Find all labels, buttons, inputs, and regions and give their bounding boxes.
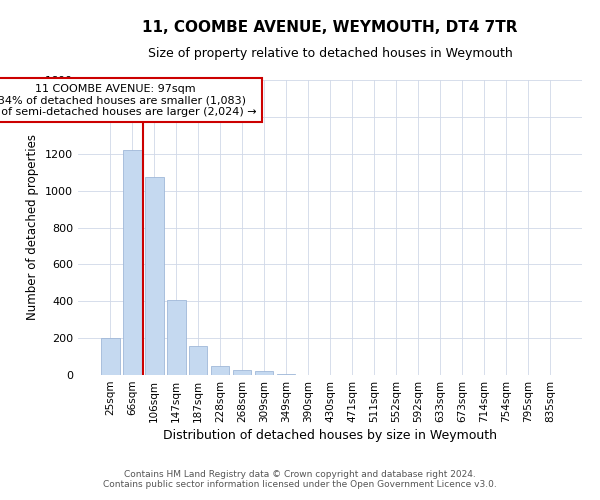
Bar <box>123 150 142 375</box>
Text: Contains public sector information licensed under the Open Government Licence v3: Contains public sector information licen… <box>103 480 497 489</box>
Bar <box>101 338 119 375</box>
Bar <box>255 372 274 375</box>
Bar <box>167 300 185 375</box>
Bar <box>145 177 164 375</box>
Bar <box>189 346 208 375</box>
Text: 11, COOMBE AVENUE, WEYMOUTH, DT4 7TR: 11, COOMBE AVENUE, WEYMOUTH, DT4 7TR <box>142 20 518 35</box>
Text: Contains HM Land Registry data © Crown copyright and database right 2024.: Contains HM Land Registry data © Crown c… <box>124 470 476 479</box>
Text: 11 COOMBE AVENUE: 97sqm
← 34% of detached houses are smaller (1,083)
64% of semi: 11 COOMBE AVENUE: 97sqm ← 34% of detache… <box>0 84 257 117</box>
Y-axis label: Number of detached properties: Number of detached properties <box>26 134 40 320</box>
Bar <box>211 366 229 375</box>
Text: Size of property relative to detached houses in Weymouth: Size of property relative to detached ho… <box>148 48 512 60</box>
Bar <box>233 370 251 375</box>
X-axis label: Distribution of detached houses by size in Weymouth: Distribution of detached houses by size … <box>163 429 497 442</box>
Bar <box>277 374 295 375</box>
